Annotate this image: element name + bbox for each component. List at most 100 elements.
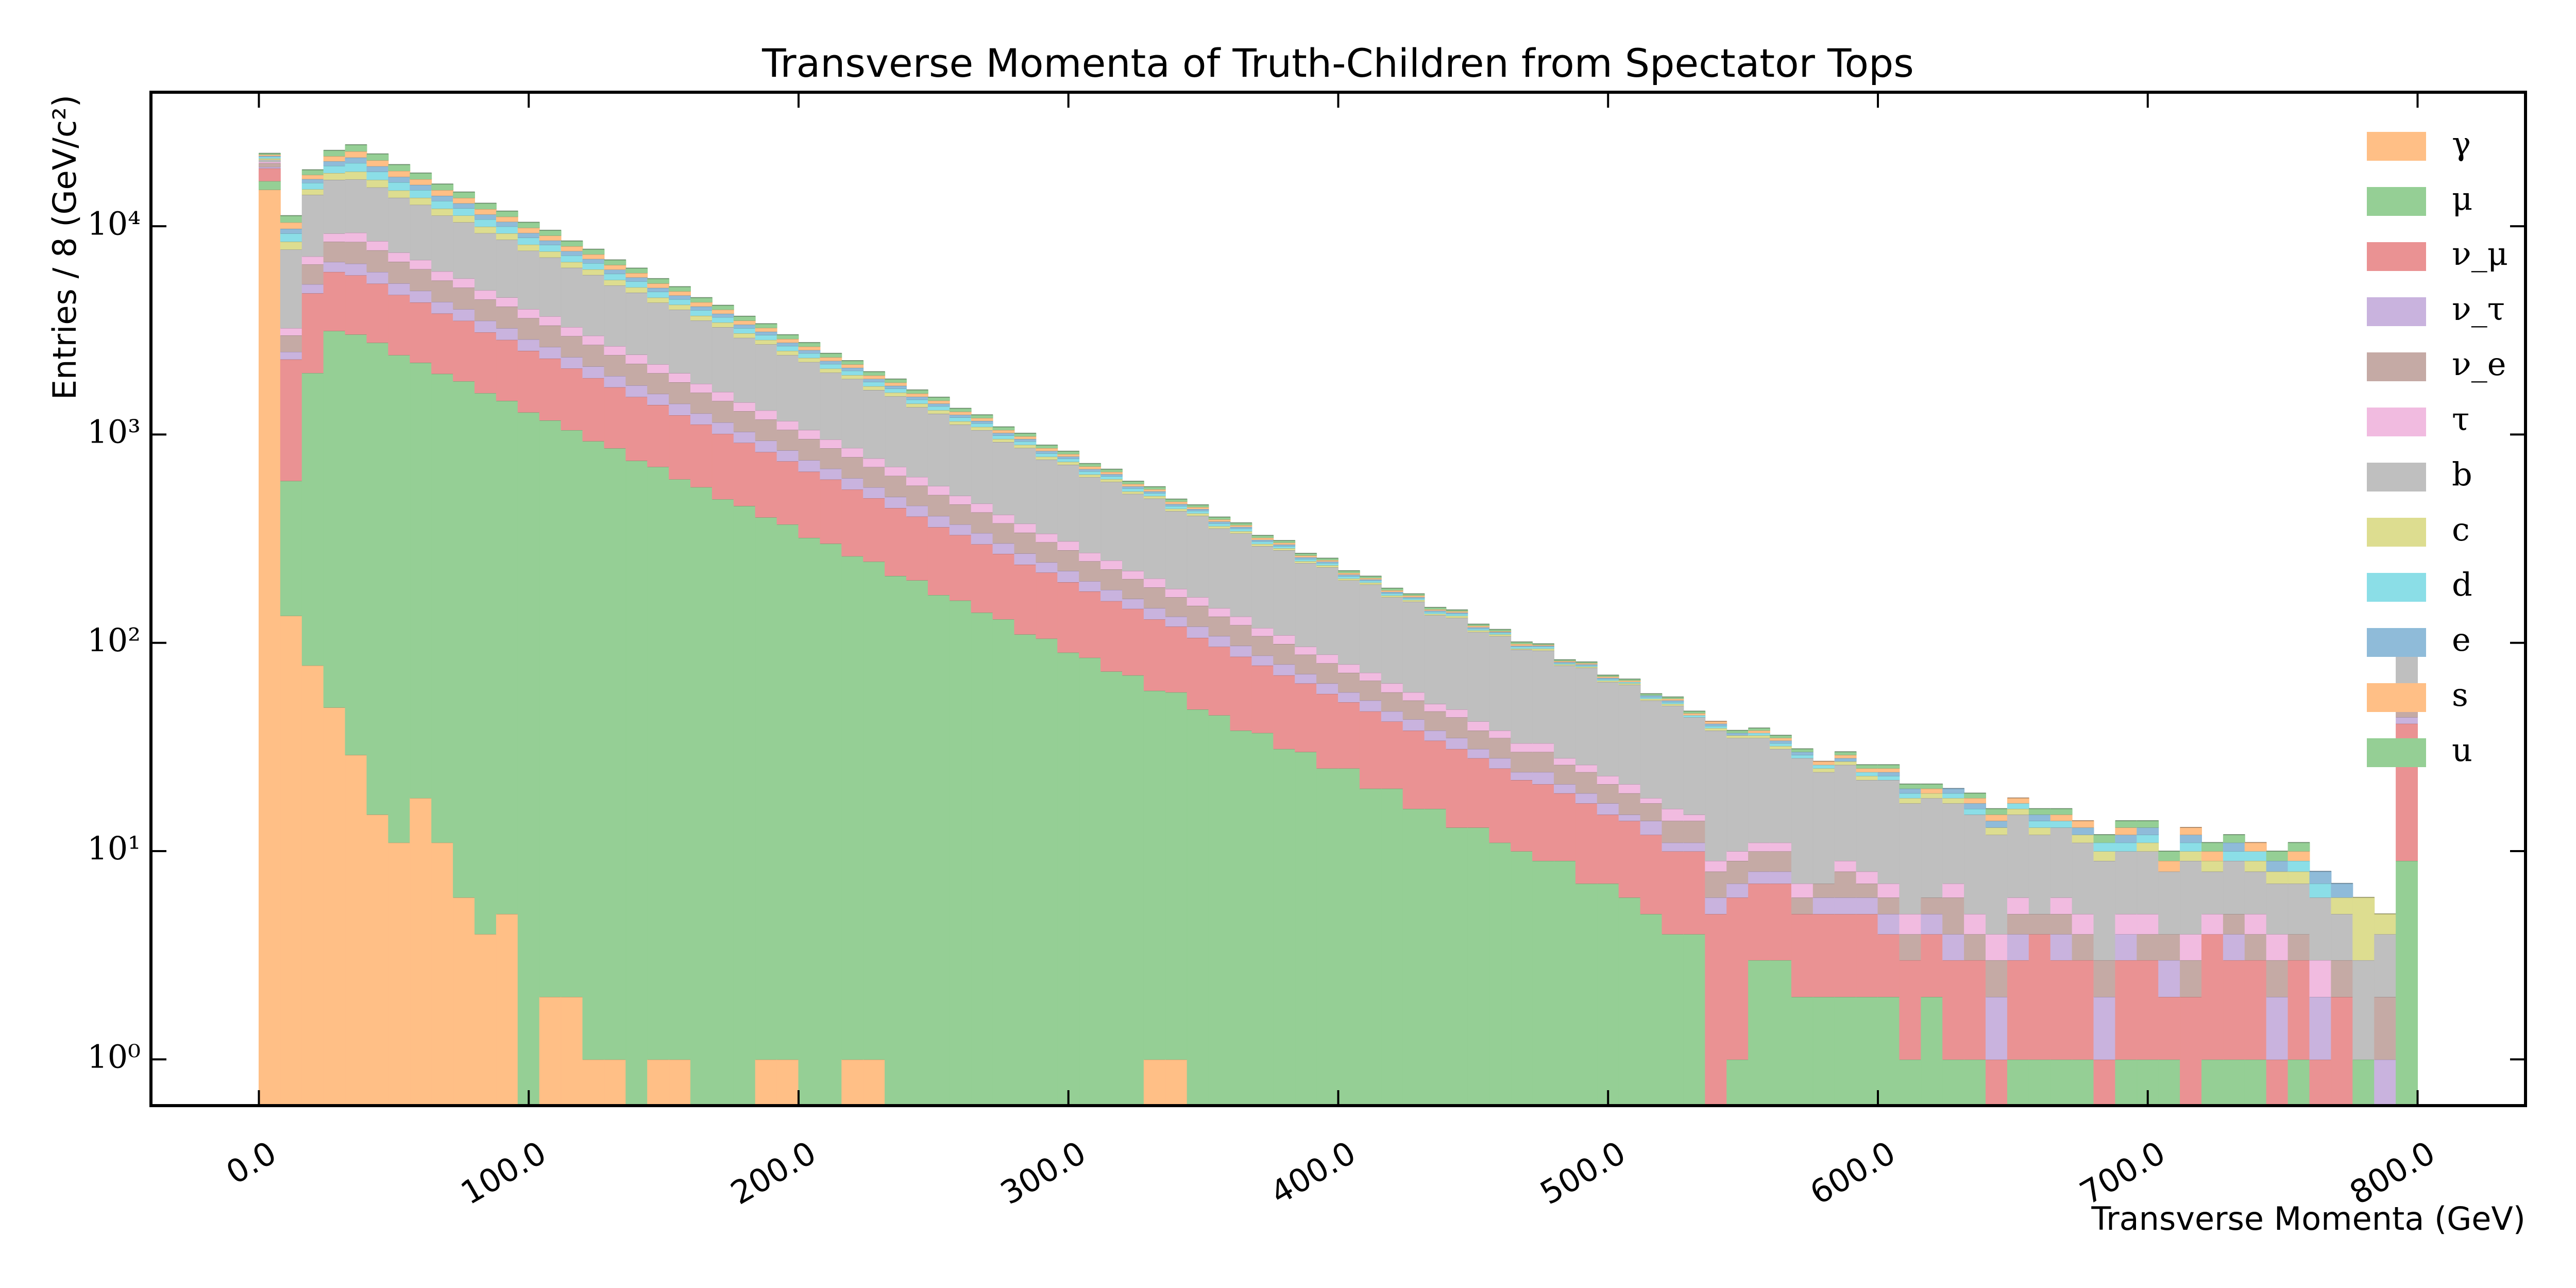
histogram-bar xyxy=(2028,827,2051,835)
histogram-bar xyxy=(1143,1059,1166,1106)
histogram-bar xyxy=(1986,814,2008,821)
histogram-bar xyxy=(2093,1059,2116,1106)
histogram-bar xyxy=(1230,522,1252,526)
histogram-bar xyxy=(927,515,950,528)
histogram-bar xyxy=(345,157,367,163)
histogram-bar xyxy=(2287,959,2310,1060)
histogram-bar xyxy=(1618,814,1641,821)
histogram-bar xyxy=(2244,851,2267,861)
histogram-bar xyxy=(301,372,324,666)
histogram-bar xyxy=(1295,553,1317,556)
histogram-bar xyxy=(1467,721,1490,731)
histogram-bar xyxy=(755,334,777,340)
histogram-bar xyxy=(323,233,346,242)
histogram-bar xyxy=(1575,883,1598,1106)
histogram-bar xyxy=(1359,700,1382,711)
histogram-bar xyxy=(906,403,928,408)
histogram-bar xyxy=(798,352,821,358)
histogram-bar xyxy=(2374,934,2397,997)
histogram-bar xyxy=(1100,560,1123,570)
histogram-bar xyxy=(2050,913,2073,935)
histogram-bar xyxy=(453,192,475,198)
histogram-bar xyxy=(604,269,626,274)
histogram-bar xyxy=(1791,996,1814,1106)
histogram-bar xyxy=(971,503,993,513)
histogram-bar xyxy=(841,555,864,1060)
histogram-bar xyxy=(366,165,389,172)
histogram-bar xyxy=(1986,820,2008,828)
histogram-bar xyxy=(971,430,993,504)
histogram-bar xyxy=(2223,860,2245,914)
histogram-bar xyxy=(1856,996,1878,1106)
histogram-bar xyxy=(539,325,562,347)
histogram-bar xyxy=(2007,1059,2029,1106)
histogram-bar xyxy=(1640,834,1663,914)
histogram-bar xyxy=(971,532,993,545)
histogram-bar xyxy=(2050,808,2073,815)
histogram-bar xyxy=(2331,883,2353,898)
histogram-bar xyxy=(2287,842,2310,852)
histogram-bar xyxy=(690,486,713,1106)
histogram-bar xyxy=(453,222,475,279)
histogram-bar xyxy=(1877,897,1900,914)
histogram-bar xyxy=(301,174,324,179)
histogram-bar xyxy=(755,517,777,1060)
histogram-bar xyxy=(1554,757,1576,765)
histogram-bar xyxy=(474,332,497,394)
legend-label: c xyxy=(2452,511,2470,548)
histogram-bar xyxy=(690,315,713,321)
legend-swatch xyxy=(2367,297,2426,326)
histogram-bar xyxy=(582,253,605,259)
histogram-bar xyxy=(841,378,864,448)
histogram-bar xyxy=(971,612,993,1106)
histogram-bar xyxy=(625,354,648,364)
histogram-bar xyxy=(733,316,756,321)
histogram-bar xyxy=(1942,897,1965,935)
histogram-bar xyxy=(345,171,367,180)
histogram-bar xyxy=(539,240,562,245)
histogram-bar xyxy=(776,354,799,421)
histogram-bar xyxy=(1554,784,1576,793)
histogram-bar xyxy=(927,494,950,516)
histogram-bar xyxy=(1359,584,1382,673)
histogram-bar xyxy=(1812,883,1835,898)
histogram-bar xyxy=(474,218,497,227)
histogram-bar xyxy=(2093,834,2116,843)
histogram-bar xyxy=(711,327,734,392)
histogram-bar xyxy=(301,256,324,265)
histogram-bar xyxy=(582,440,605,1060)
histogram-bar xyxy=(755,1059,777,1106)
histogram-bar xyxy=(2072,934,2094,960)
histogram-bar xyxy=(1230,616,1252,625)
histogram-bar xyxy=(301,264,324,284)
histogram-bar xyxy=(1467,827,1490,1106)
histogram-bar xyxy=(1143,498,1166,579)
histogram-bar xyxy=(1467,631,1490,722)
histogram-bar xyxy=(1662,697,1684,699)
histogram-bar xyxy=(366,154,389,161)
histogram-bar xyxy=(971,512,993,533)
histogram-bar xyxy=(1618,679,1641,681)
histogram-bar xyxy=(1575,803,1598,884)
histogram-bar xyxy=(1402,601,1425,692)
histogram-bar xyxy=(301,178,324,183)
histogram-bar xyxy=(798,357,821,362)
histogram-bar xyxy=(604,285,626,346)
histogram-bar xyxy=(1964,913,1987,935)
histogram-bar xyxy=(1187,709,1209,1106)
histogram-bar xyxy=(2115,959,2138,1060)
histogram-bar xyxy=(2180,842,2202,852)
histogram-bar xyxy=(1812,764,1835,769)
histogram-bar xyxy=(410,302,432,363)
histogram-bar xyxy=(755,440,777,452)
histogram-bar xyxy=(1489,629,1512,632)
histogram-bar xyxy=(647,1059,670,1106)
histogram-bar xyxy=(345,275,367,335)
histogram-bar xyxy=(2180,827,2202,835)
histogram-bar xyxy=(1640,913,1663,1106)
histogram-bar xyxy=(1359,575,1382,579)
histogram-bar xyxy=(323,172,346,180)
histogram-bar xyxy=(366,171,389,180)
histogram-bar xyxy=(582,263,605,270)
histogram-bar xyxy=(517,338,540,351)
